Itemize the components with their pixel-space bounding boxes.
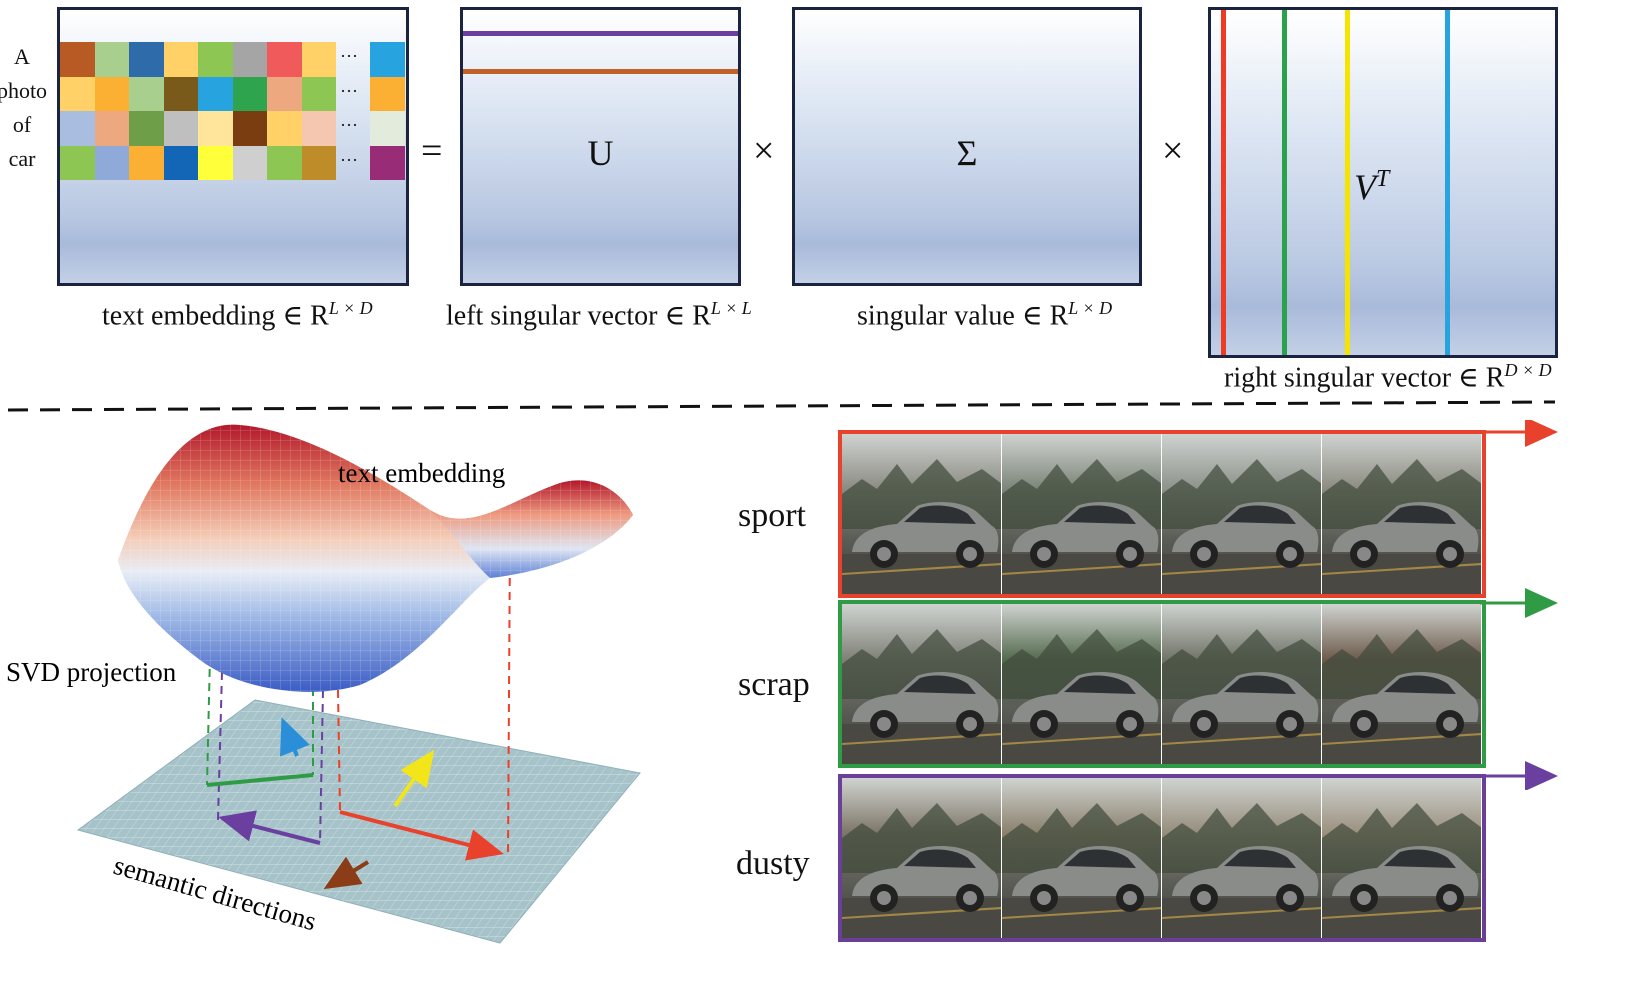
generated-image	[1002, 778, 1161, 938]
embedding-cell	[163, 76, 198, 111]
embedding-cell	[198, 111, 233, 146]
embedding-cell	[267, 111, 302, 146]
projected-directions	[206, 717, 504, 890]
embedding-cell	[301, 42, 336, 77]
generated-image	[1322, 778, 1481, 938]
embedding-cell	[129, 42, 164, 77]
singular-value-matrix: Σ	[792, 7, 1142, 286]
embedding-grid: ··· ··· ··· ···	[60, 42, 405, 182]
embedding-cell	[60, 76, 95, 111]
text-embedding-matrix: ··· ··· ··· ···	[57, 7, 409, 286]
ellipsis: ···	[340, 115, 358, 135]
left-singular-label: left singular vector ∈ RL × L	[446, 298, 752, 332]
projection-lines	[206, 535, 511, 854]
u-row-line	[463, 31, 738, 36]
generated-image	[1162, 434, 1321, 594]
left-singular-matrix: U	[460, 7, 741, 286]
semantic-plane	[76, 699, 641, 944]
embedding-cell	[163, 42, 198, 77]
prompt-word: of	[12, 112, 32, 137]
ellipsis: ···	[340, 149, 358, 170]
embedding-cell	[370, 111, 405, 146]
sigma-symbol: Σ	[956, 133, 978, 173]
embedding-cell	[198, 76, 233, 111]
embedding-cell	[370, 145, 405, 180]
embedding-cell	[232, 111, 267, 146]
right-singular-label: right singular vector ∈ RD × D	[1224, 360, 1552, 394]
embedding-cell	[163, 145, 198, 180]
embedding-cell	[129, 76, 164, 111]
embedding-cell	[94, 76, 129, 111]
embedding-cell	[267, 42, 302, 77]
embedding-cell	[370, 42, 405, 77]
embedding-cell	[301, 76, 336, 111]
embedding-cell	[301, 111, 336, 146]
embedding-cell	[60, 42, 95, 77]
equals-sign: =	[421, 130, 443, 172]
image-row-sport	[838, 430, 1486, 598]
embedding-cell	[129, 111, 164, 146]
embedding-cell	[94, 42, 129, 77]
generated-image	[1322, 434, 1481, 594]
vt-symbol: VT	[1354, 166, 1390, 207]
section-divider	[7, 400, 1556, 412]
vt-col-line	[1345, 10, 1350, 355]
row-label-scrap: scrap	[738, 666, 810, 703]
generated-image	[1162, 604, 1321, 764]
embedding-cell	[163, 111, 198, 146]
ellipsis: ···	[340, 80, 358, 101]
vt-col-line	[1445, 10, 1450, 355]
embedding-cell	[129, 145, 164, 180]
text-embedding-label: text embedding ∈ RL × D	[102, 298, 373, 332]
u-row-line	[463, 69, 738, 74]
image-row-scrap	[838, 600, 1486, 768]
embedding-cell	[232, 76, 267, 111]
generated-image	[1002, 604, 1161, 764]
embedding-cell	[301, 145, 336, 180]
projection-label: SVD projection	[6, 657, 177, 687]
singular-value-label: singular value ∈ RL × D	[857, 298, 1113, 332]
row-label-sport: sport	[738, 497, 806, 534]
prompt-word: car	[8, 146, 36, 171]
svd-projection-diagram: text embedding SVD projection semantic d…	[6, 424, 641, 944]
embedding-cell	[232, 42, 267, 77]
embedding-cell	[60, 145, 95, 180]
embedding-cell	[267, 145, 302, 180]
generated-image	[1002, 434, 1161, 594]
right-singular-matrix: VT	[1208, 7, 1558, 358]
embedding-cell	[94, 111, 129, 146]
embedding-cell	[60, 111, 95, 146]
embedding-cell	[198, 145, 233, 180]
text-embedding-surface	[118, 424, 633, 692]
generated-image	[1322, 604, 1481, 764]
times-sign: ×	[1162, 130, 1184, 172]
prompt-word: photo	[0, 78, 48, 103]
ellipsis: ···	[340, 46, 358, 66]
image-row-dusty	[838, 774, 1486, 942]
generated-image	[1162, 778, 1321, 938]
embedding-cell	[94, 145, 129, 180]
surface-label: text embedding	[338, 458, 505, 488]
vt-col-line	[1221, 10, 1226, 355]
u-symbol: U	[587, 133, 614, 173]
generated-image	[842, 604, 1001, 764]
generated-image	[842, 434, 1001, 594]
embedding-cell	[370, 76, 405, 111]
embedding-cell	[267, 76, 302, 111]
vt-col-line	[1282, 10, 1287, 355]
row-label-dusty: dusty	[736, 845, 810, 882]
prompt-word: A	[14, 44, 30, 69]
embedding-cell	[198, 42, 233, 77]
generated-image	[842, 778, 1001, 938]
times-sign: ×	[753, 130, 775, 172]
row-arrows	[1480, 420, 1558, 790]
embedding-cell	[232, 145, 267, 180]
